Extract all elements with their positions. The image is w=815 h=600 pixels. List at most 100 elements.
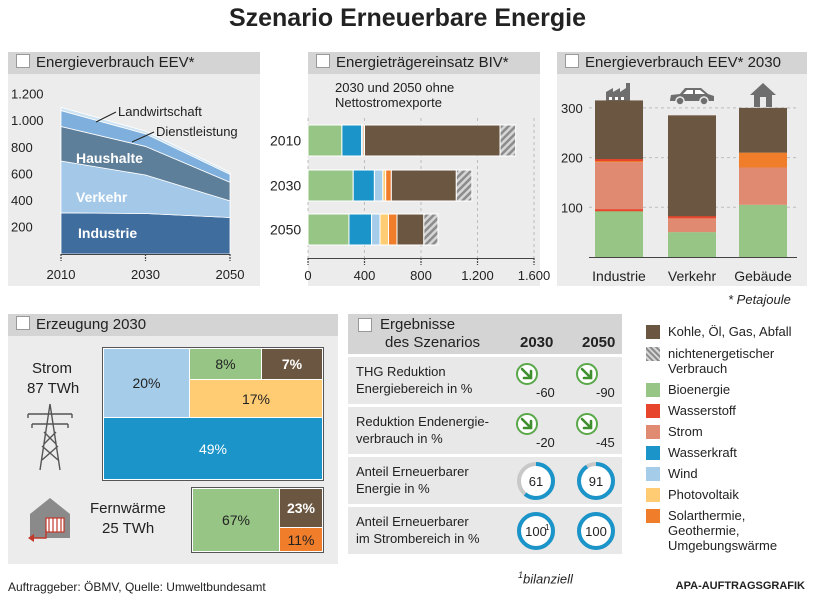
biv-bar-2030-wasserkraft [352,169,375,202]
biv-category-label: 2050 [270,222,301,238]
eev-label-haushalte: Haushalte [76,150,143,166]
eev30-bar-Gebäude-solarthermie [739,152,787,168]
eev30-category-label: Verkehr [668,268,717,284]
legend-label-nichtenergetisch: nichtenergetischer Verbrauch [668,346,775,376]
checkbox-icon [316,54,330,68]
footnote-mark: 1 [518,570,524,580]
biv-xtick-label: 800 [410,268,432,283]
eev30-bar-Gebäude-strom [739,167,787,205]
ergebnisse-title: Ergebnisse des Szenarios [380,316,480,352]
down-arrow-icon: -20 [516,413,555,450]
strom-tile-bio: 8% [190,349,261,379]
eev30-bar-Gebäude-kohle [739,107,787,153]
biv-category-label: 2030 [270,178,301,194]
eev-xtick-label: 2050 [216,267,245,282]
ergebnisse-title-line2: des Szenarios [385,334,481,351]
biv-bar-2030-nichtenergetisch [455,169,473,202]
eev30-bar-Industrie-wasserstoff [595,209,643,212]
eev-panel-title: Energieverbrauch EEV* [36,54,195,71]
ergebnisse-row-label-line2: Energie in % [356,481,430,496]
biv-bar-2030-wind [373,169,384,202]
biv-bar-2010-bioenergie [307,124,343,157]
biv-bar-2050-kohle [396,213,425,246]
biv-subtitle-line2: Nettostromexporte [335,95,442,110]
erzeugung-panel-header: Erzeugung 2030 [8,314,338,336]
checkbox-icon [565,54,579,68]
biv-bar-2050-solarthermie [388,213,398,246]
eev30-bar-Verkehr-strom [668,217,716,233]
eev30-bar-Industrie-strom [595,162,643,211]
eev-ytick-label: 1.200 [11,87,44,102]
ergebnisse-row-label-line1: Reduktion Endenergie- [356,414,489,429]
ergebnisse-row-label-line1: Anteil Erneuerbarer [356,514,469,529]
eev30-bar-Industrie-bioenergie [595,210,643,257]
ergebnisse-value: -20 [536,435,555,450]
fw-tile-solar: 11% [280,528,322,551]
credit-text: APA-AUFTRAGSGRAFIK [675,580,805,592]
biv-bar-2010-kohle [364,124,501,157]
ergebnisse-donut-arc [517,462,555,500]
eev2030-panel-title: Energieverbrauch EEV* 2030 [585,54,781,71]
fw-tile-bio: 67% [193,489,279,551]
legend-swatch-wasserkraft [646,446,660,460]
legend-swatch-kohle [646,325,660,339]
legend-swatch-solarthermie [646,509,660,523]
legend-label-bioenergie: Bioenergie [668,382,731,397]
eev-label-industrie: Industrie [78,225,137,241]
legend-label-wasserkraft: Wasserkraft [668,445,737,460]
strom-value: 87 TWh [27,380,80,397]
eev-label-dienstleistung: Dienstleistung [156,124,238,139]
legend-swatch-photovoltaik [646,488,660,502]
strom-tile-kohle: 7% [262,349,322,379]
legend-label-photovoltaik: Photovoltaik [668,487,739,502]
ergebnisse-col-2030: 2030 [520,334,554,351]
fw-tile-kohle: 23% [280,489,322,527]
ergebnisse-value: -60 [536,385,555,400]
biv-bar-2030-solarthermie [385,169,392,202]
eev-panel-header: Energieverbrauch EEV* [8,52,260,74]
biv-panel-title: Energieträgereinsatz BIV* [336,54,509,71]
eev-ytick-label: 400 [11,193,33,208]
biv-category-label: 2010 [270,133,301,149]
biv-bar-2030-bioenergie [307,169,354,202]
legend-swatch-wasserstoff [646,404,660,418]
down-arrow-icon: -60 [516,363,555,400]
legend-swatch-wind [646,467,660,481]
biv-bar-2050-wasserkraft [348,213,373,246]
biv-bar-2050-wind [371,213,381,246]
eev-ytick-label: 200 [11,219,33,234]
biv-bar-2050-photovoltaik [379,213,390,246]
biv-bar-chart: 2010 2030 2050 0 400 800 1.200 1.600 [270,118,550,283]
ergebnisse-col-2050: 2050 [582,334,616,351]
eev2030-bar-chart: 100 200 300 Industrie Verkehr Gebäude [561,100,797,284]
checkbox-icon [16,54,30,68]
ergebnisse-row-label-line2: im Strombereich in % [356,531,480,546]
ergebnisse-row-label: Anteil Erneuerbarer im Strombereich in % [356,513,480,547]
ergebnisse-row [348,357,622,404]
page-title: Szenario Erneuerbare Energie [228,4,587,32]
biv-xtick-label: 1.200 [461,268,494,283]
legend-label-strom: Strom [668,424,703,439]
checkbox-icon [358,318,372,332]
ergebnisse-row [348,457,622,504]
strom-tile-pv: 17% [190,380,322,417]
eev30-bar-Industrie-solarthermie [595,160,643,163]
legend-label-solarthermie: Solarthermie, Geothermie, Umgebungswärme [668,508,778,553]
strom-label: Strom [32,360,73,377]
biv-bar-2050-nichtenergetisch [423,213,439,246]
eev30-ytick-label: 200 [561,151,583,166]
eev2030-panel-header: Energieverbrauch EEV* 2030 [557,52,807,74]
ergebnisse-value: 100 [585,524,607,539]
ergebnisse-row-label: Anteil Erneuerbarer Energie in % [356,463,469,497]
fw-value: 25 TWh [102,520,155,537]
eev-xtick-label: 2010 [47,267,76,282]
eev-area-chart: 200 400 600 800 1.000 1.200 2010 2030 2050 Indust… [11,87,245,282]
eev30-bar-Verkehr-bioenergie [668,232,716,257]
eev30-bar-Verkehr-kohle [668,115,716,218]
ergebnisse-donut-arc [577,462,615,500]
eev-ytick-label: 800 [11,140,33,155]
eev-area-landwirtschaft [60,106,231,175]
ergebnisse-row-label: Reduktion Endenergie-verbrauch in % [356,413,489,447]
strom-tile-wasser: 49% [104,418,322,479]
biv-panel-header: Energieträgereinsatz BIV* [308,52,540,74]
